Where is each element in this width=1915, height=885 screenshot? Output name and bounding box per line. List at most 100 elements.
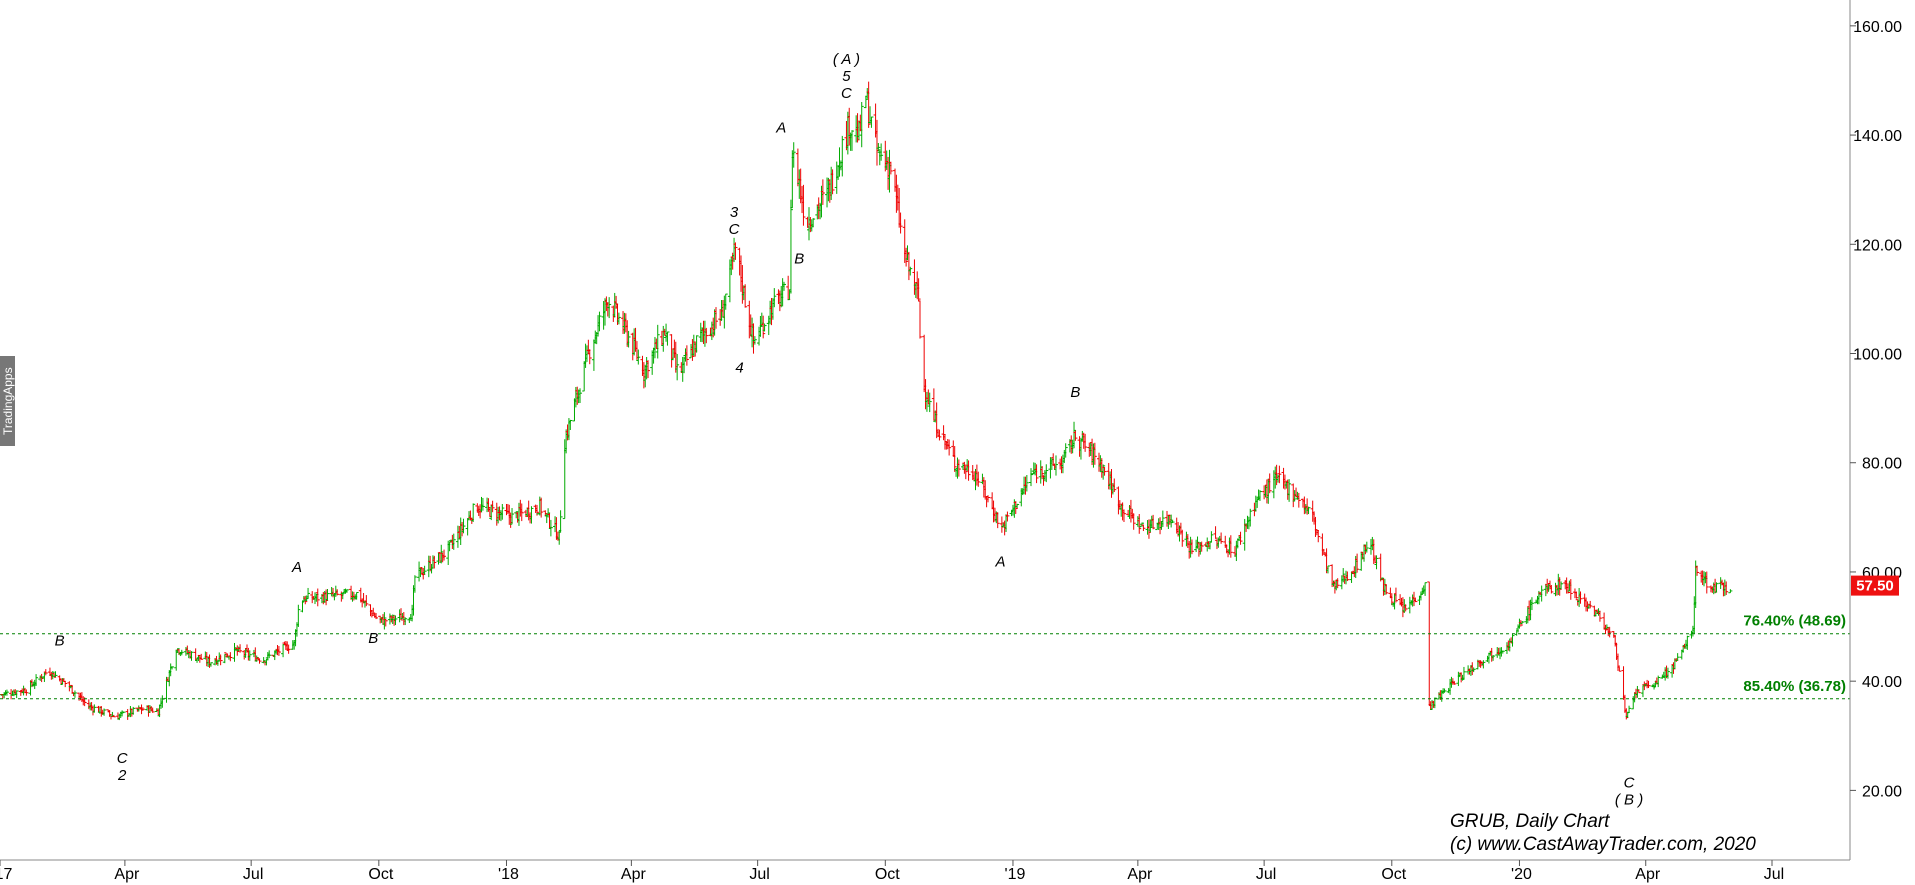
ohlc-bar [1248,508,1253,527]
ohlc-bar [1137,513,1142,534]
ohlc-bar [675,353,680,381]
ohlc-bar [587,349,592,365]
ohlc-bar [1072,421,1077,449]
ohlc-bar [257,658,262,664]
ohlc-bar [941,425,946,441]
ohlc-bar [694,335,699,353]
ohlc-bar [1574,591,1579,599]
wave-label-line: C [117,750,128,767]
wave-label-line: C [729,221,740,238]
ohlc-bar [1073,430,1078,441]
ohlc-bar [1704,571,1709,594]
ohlc-bar [1656,675,1661,688]
ohlc-bar [1287,479,1292,502]
ohlc-bar [830,169,835,195]
ohlc-bar [636,349,641,365]
ohlc-bar [733,242,738,260]
ohlc-bar [578,388,583,404]
x-tick-label: Jul [749,866,769,883]
watermark-badge: TradingApps [0,356,15,446]
ohlc-bar [1539,585,1544,602]
ohlc-bar [1112,478,1117,493]
ohlc-bar [1615,653,1620,671]
ohlc-bar [616,312,621,325]
ohlc-bar [646,360,651,379]
y-tick-label: 80.00 [1862,456,1902,473]
ohlc-bar [704,327,709,344]
ohlc-bar [1452,680,1457,685]
ohlc-bar [1374,555,1379,570]
ohlc-bar [296,604,301,627]
y-tick-label: 140.00 [1853,128,1902,145]
ohlc-bar [1146,519,1151,539]
ohlc-bar [218,654,223,666]
ohlc-bar [859,101,864,148]
ohlc-bar [869,116,874,128]
ohlc-bar [548,519,553,537]
ohlc-bar [558,510,563,533]
ohlc-bar [24,689,29,696]
wave-label: B [368,630,378,647]
ohlc-bar [743,284,748,308]
wave-label-line: A [994,553,1005,570]
ohlc-bar [286,644,291,654]
ohlc-bar [432,555,437,569]
ohlc-bar [714,307,719,329]
ohlc-bar [1481,660,1486,669]
y-tick-label: 100.00 [1853,347,1902,364]
ohlc-bar [276,646,281,656]
wave-label: C( B ) [1615,775,1643,809]
y-tick-label: 160.00 [1853,19,1902,36]
x-tick-label: Apr [1127,866,1153,883]
ohlc-bar [519,503,524,522]
x-tick-label: '20 [1511,866,1532,883]
ohlc-bar [1277,465,1282,484]
ohlc-bar [228,652,233,662]
ohlc-bar [597,311,602,332]
x-tick-label: Jul [1256,866,1276,883]
ohlc-bar [1597,610,1602,622]
ohlc-bar [439,544,444,564]
ohlc-bar [1355,553,1360,573]
ohlc-bar [1013,501,1018,514]
ohlc-bar [335,589,340,596]
ohlc-bar [1238,531,1243,545]
x-tick-label: '17 [0,866,13,883]
ohlc-bar [1213,526,1218,539]
ohlc-bar [1500,650,1505,654]
ohlc-bar [4,689,9,696]
ohlc-bar [1131,513,1136,530]
ohlc-bar [723,293,728,310]
ohlc-bar [1665,667,1670,679]
ohlc-bar [1685,635,1690,650]
ohlc-bar [809,219,814,232]
ohlc-bar [403,617,408,626]
ohlc-bar [879,143,884,161]
ohlc-bar [1189,539,1194,555]
ohlc-bar [898,212,903,234]
wave-label-line: 5 [842,68,851,85]
ohlc-bar [607,297,612,319]
wave-label-line: B [55,633,65,650]
ohlc-bar [539,497,544,518]
ohlc-bar [471,503,476,522]
wave-label: A [775,119,786,136]
ohlc-bar [238,644,243,653]
wave-label: ( A )5C [833,51,860,102]
wave-label-line: B [1070,384,1080,401]
wave-label-line: 2 [117,767,127,784]
wave-label-line: C [841,85,852,102]
ohlc-bar [1529,597,1534,611]
ohlc-bar [1321,548,1326,555]
ohlc-bar [451,533,456,550]
ohlc-bar [985,495,990,503]
ohlc-bar [1724,581,1729,596]
ohlc-bar [1092,442,1097,465]
wave-label: B [1070,384,1080,401]
ohlc-bar [465,518,470,536]
wave-label: B [55,633,65,650]
ohlc-bar [1170,520,1175,524]
ohlc-bar [43,669,48,676]
ohlc-bar [50,671,55,680]
